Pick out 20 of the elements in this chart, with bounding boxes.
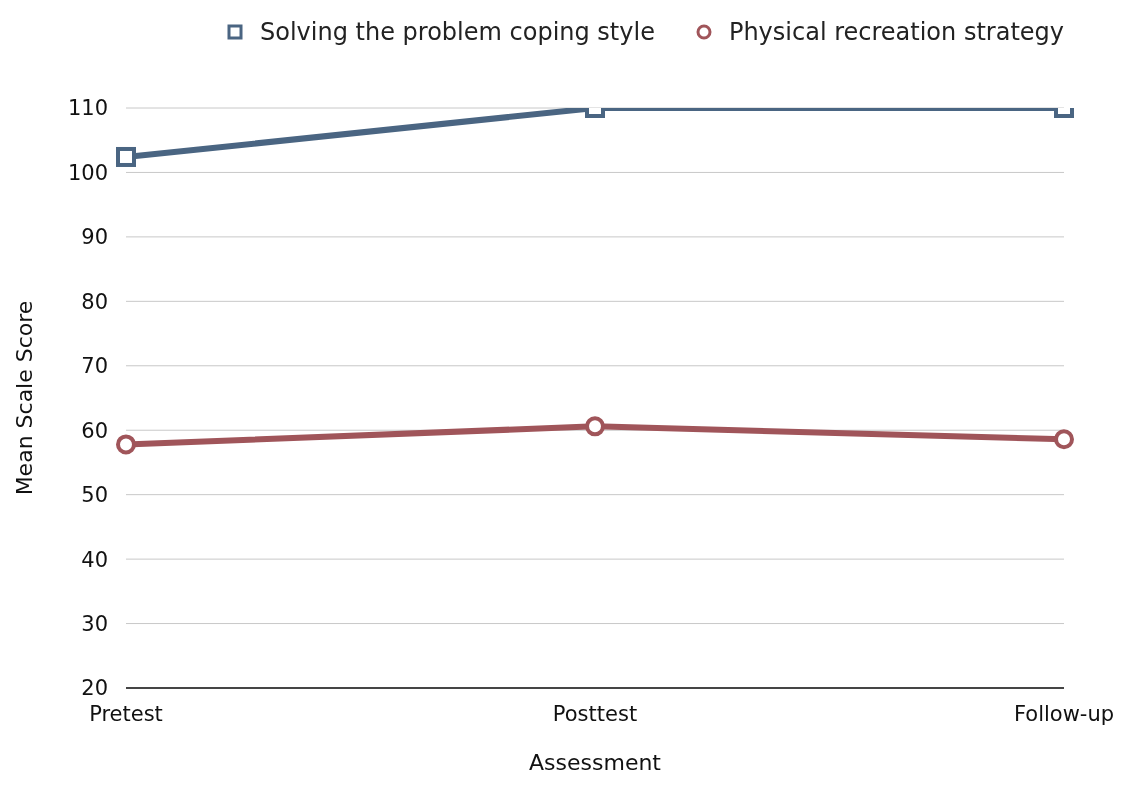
y-tick-label: 20: [81, 676, 108, 701]
x-axis-title: Assessment: [529, 750, 662, 775]
point: [116, 434, 136, 455]
y-axis-title: Mean Scale Score: [11, 300, 37, 496]
legend-label: Physical recreation strategy: [728, 18, 1064, 46]
point: [585, 416, 605, 437]
y-tick-label: 60: [81, 418, 108, 443]
y-tick-label: 70: [81, 354, 108, 379]
y-tick-label: 30: [81, 612, 108, 637]
point: [1054, 429, 1074, 450]
y-tick-label: 90: [81, 225, 108, 250]
y-tick-label: 40: [81, 547, 108, 572]
y-tick-label: 80: [81, 289, 108, 314]
y-tick-label: 110: [67, 96, 108, 121]
x-tick-label: Posttest: [552, 701, 638, 726]
x-tick-label: Follow-up: [1013, 701, 1115, 726]
y-tick-label: 100: [67, 160, 108, 185]
x-tick-label: Pretest: [89, 701, 163, 726]
y-tick-label: 50: [81, 483, 108, 508]
legend-label: Solving the problem coping style: [260, 18, 655, 46]
